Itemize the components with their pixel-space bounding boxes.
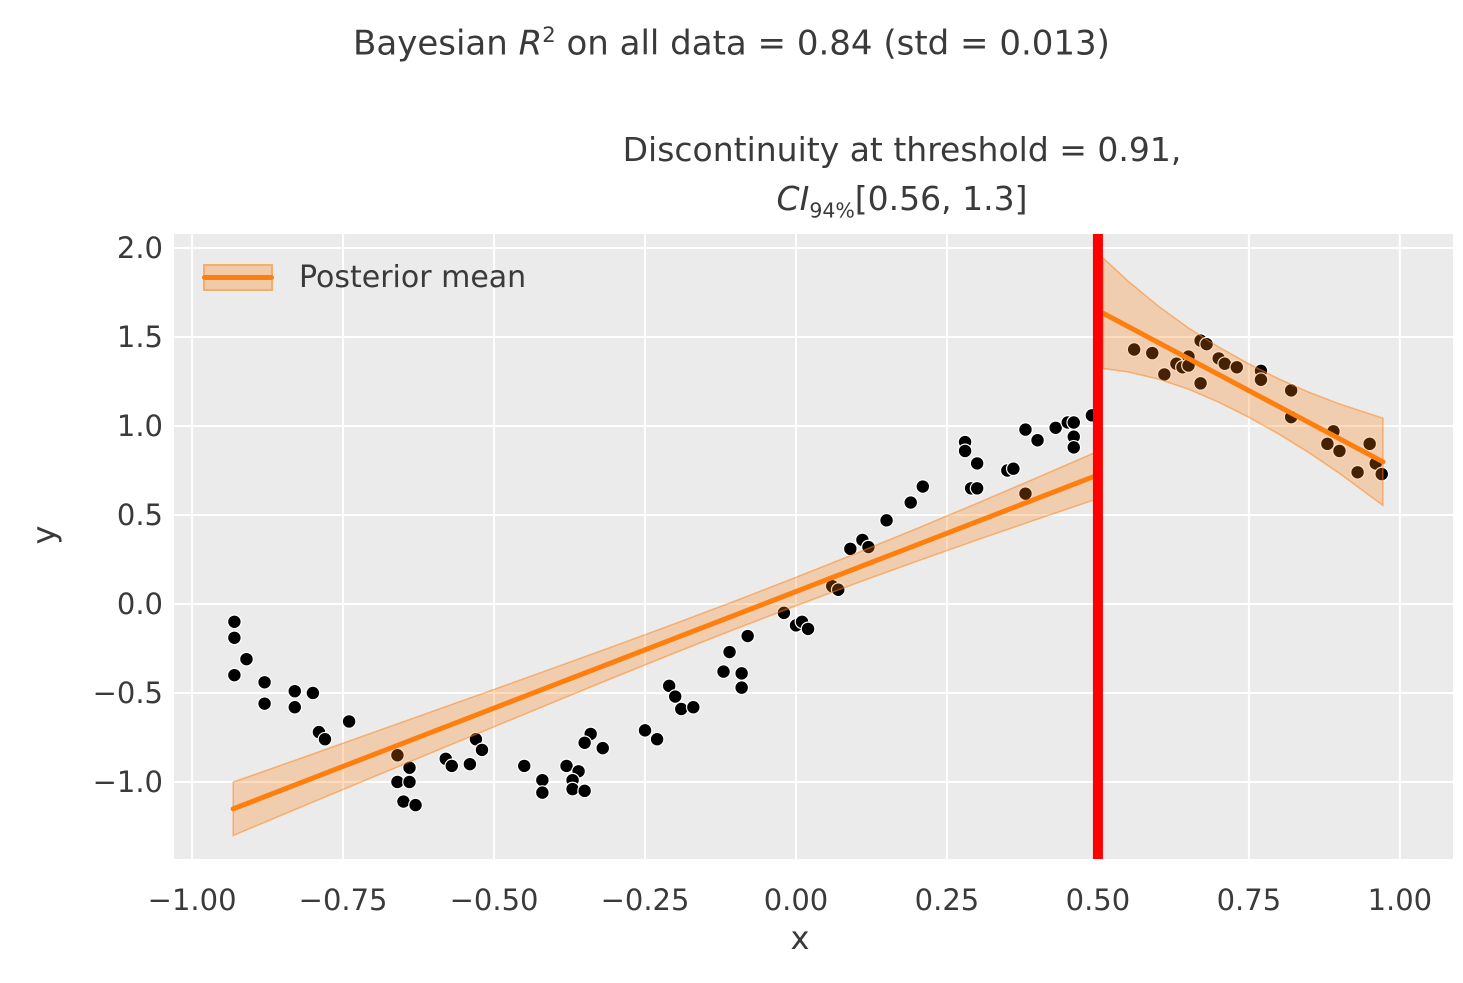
x-tick-label: 0.50 — [1066, 883, 1131, 917]
y-tick-label: −1.0 — [93, 765, 163, 799]
legend-mean-line-icon — [202, 274, 274, 280]
scatter-point — [577, 735, 593, 751]
scatter-point — [534, 785, 550, 801]
x-tick-label: 0.25 — [915, 883, 980, 917]
scatter-point — [1253, 372, 1269, 388]
scatter-point — [257, 696, 272, 712]
subtitle-ci-sub: 94% — [809, 198, 855, 223]
scatter-point — [1030, 432, 1045, 448]
scatter-point — [534, 772, 550, 788]
scatter-point — [226, 630, 242, 646]
scatter-point — [444, 758, 460, 774]
scatter-point — [1048, 420, 1064, 436]
scatter-point — [734, 665, 750, 681]
legend: Posterior mean — [202, 259, 527, 295]
scatter-point — [716, 664, 731, 680]
y-axis-label: y — [25, 525, 63, 545]
scatter-point — [637, 722, 653, 738]
scatter-point — [1144, 345, 1160, 361]
subtitle-line1: Discontinuity at threshold = 0.91, — [622, 130, 1182, 169]
figure-title-rest: on all data = 0.84 (std = 0.013) — [555, 23, 1110, 64]
y-tick-label: 1.0 — [117, 409, 163, 443]
scatter-point — [1126, 342, 1142, 357]
scatter-point — [1066, 439, 1082, 455]
scatter-point — [1018, 422, 1033, 437]
scatter-point — [287, 683, 303, 699]
y-tick-label: 0.0 — [117, 587, 163, 621]
scatter-point — [1005, 461, 1021, 477]
scatter-point — [1066, 415, 1082, 430]
axes-subtitle: Discontinuity at threshold = 0.91, CI94%[… — [623, 126, 1182, 226]
scatter-point — [969, 455, 985, 471]
scatter-point — [595, 740, 611, 756]
y-tick-label: 1.5 — [117, 320, 163, 354]
y-tick-label: −0.5 — [93, 676, 163, 710]
subtitle-ci: CI — [776, 178, 810, 218]
x-tick-label: −0.25 — [601, 883, 690, 917]
scatter-point — [649, 731, 665, 747]
figure-title-sup: 2 — [542, 22, 556, 47]
scatter-point — [287, 699, 303, 715]
axes-background — [174, 234, 1453, 859]
scatter-point — [1374, 466, 1390, 482]
x-tick-label: −0.75 — [299, 883, 388, 917]
scatter-point — [239, 651, 254, 667]
scatter-point — [1332, 443, 1347, 459]
legend-posterior-mean-swatch — [202, 263, 274, 291]
posterior-mean-left — [230, 472, 1101, 812]
scatter-point — [341, 714, 357, 729]
x-tick-label: −0.50 — [450, 883, 539, 917]
x-tick-label: −1.00 — [148, 883, 237, 917]
figure-title-prefix: Bayesian — [353, 23, 519, 64]
scatter-point — [402, 760, 417, 776]
scatter-point — [1319, 436, 1335, 452]
scatter-point — [673, 701, 689, 717]
scatter-point — [1362, 436, 1378, 452]
figure-title-var: R — [518, 23, 543, 64]
scatter-point — [915, 479, 931, 494]
scatter-point — [879, 512, 894, 528]
scatter-point — [305, 685, 321, 701]
scatter-point — [969, 480, 985, 496]
scatter-point — [462, 756, 478, 772]
scatter-point — [734, 680, 750, 696]
scatter-point — [317, 731, 333, 747]
scatter-point — [390, 747, 405, 763]
scatter-point — [667, 689, 683, 704]
scatter-point — [559, 758, 574, 774]
x-tick-label: 0.00 — [764, 883, 829, 917]
scatter-point — [685, 699, 701, 715]
scatter-point — [740, 628, 756, 644]
scatter-point — [396, 794, 411, 809]
scatter-point — [474, 742, 490, 758]
posterior-mean-right — [1100, 310, 1386, 465]
scatter-point — [226, 667, 242, 683]
scatter-point — [800, 621, 816, 637]
scatter-point — [957, 443, 973, 459]
figure-title: Bayesian R2 on all data = 0.84 (std = 0.… — [0, 22, 1463, 63]
y-tick-label: 0.5 — [117, 498, 163, 532]
x-tick-label: 1.00 — [1368, 883, 1433, 917]
scatter-point — [408, 797, 423, 813]
x-axis-label: x — [790, 919, 810, 957]
scatter-point — [577, 783, 593, 799]
scatter-point — [903, 495, 919, 510]
x-tick-label: 0.75 — [1217, 883, 1282, 917]
subtitle-ci-rest: [0.56, 1.3] — [854, 178, 1028, 218]
scatter-point — [1193, 375, 1208, 391]
scatter-point — [1229, 359, 1245, 375]
credible-band-right — [1102, 256, 1384, 507]
legend-posterior-mean-label: Posterior mean — [299, 259, 527, 295]
scatter-point — [257, 674, 272, 690]
scatter-point — [565, 781, 580, 797]
scatter-point — [226, 614, 242, 630]
y-tick-label: 2.0 — [117, 231, 163, 265]
scatter-point — [722, 644, 737, 660]
scatter-point — [516, 758, 532, 774]
scatter-point — [1350, 464, 1365, 480]
scatter-point — [402, 774, 417, 790]
